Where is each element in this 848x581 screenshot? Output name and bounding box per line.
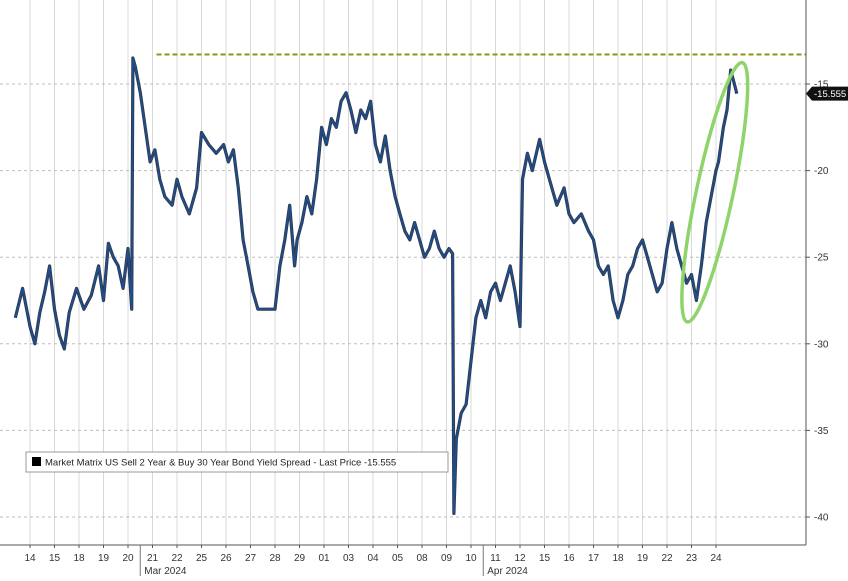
x-tick-label: 12 xyxy=(514,553,526,564)
x-tick-label: 28 xyxy=(269,553,281,564)
highlight-layer xyxy=(680,60,750,324)
month-label: Mar 2024 xyxy=(144,566,187,576)
x-tick-label: 18 xyxy=(612,553,624,564)
x-tick-label: 15 xyxy=(539,553,551,564)
x-tick-label: 22 xyxy=(171,553,183,564)
x-tick-label: 20 xyxy=(122,553,134,564)
x-tick-label: 09 xyxy=(441,553,453,564)
y-tick-label: -20 xyxy=(814,166,829,177)
series-line xyxy=(14,57,738,515)
legend-box xyxy=(25,451,449,473)
x-tick-label: 27 xyxy=(245,553,257,564)
y-tick-label: -35 xyxy=(814,426,829,437)
last-price-tag: -15.555 xyxy=(806,86,848,101)
y-tick-label: -30 xyxy=(814,339,829,350)
highlight-ellipse xyxy=(680,60,750,324)
x-tick-label: 05 xyxy=(392,553,404,564)
x-tick-label: 25 xyxy=(196,553,208,564)
x-tick-label: 01 xyxy=(318,553,330,564)
x-tick-label: 15 xyxy=(49,553,61,564)
x-tick-label: 14 xyxy=(24,553,36,564)
x-tick-label: 11 xyxy=(490,553,501,564)
legend-swatch xyxy=(32,457,41,466)
x-tick-label: 10 xyxy=(465,553,477,564)
x-tick-label: 03 xyxy=(343,553,355,564)
x-tick-label: 19 xyxy=(98,553,110,564)
series-layer xyxy=(13,56,739,516)
x-tick-label: 04 xyxy=(367,553,379,564)
month-label: Apr 2024 xyxy=(487,566,528,576)
x-tick-label: 16 xyxy=(563,553,575,564)
x-tick-label: 22 xyxy=(661,553,673,564)
x-tick-label: 08 xyxy=(416,553,428,564)
last-price-box xyxy=(806,86,848,101)
x-tick-label: 29 xyxy=(294,553,306,564)
y-tick-label: -25 xyxy=(814,253,829,264)
x-tick-label: 24 xyxy=(710,553,722,564)
legend: Market Matrix US Sell 2 Year & Buy 30 Ye… xyxy=(25,451,449,473)
x-tick-label: 17 xyxy=(588,553,600,564)
x-tick-label: 19 xyxy=(637,553,649,564)
x-tick-label: 21 xyxy=(147,553,159,564)
x-tick-label: 18 xyxy=(73,553,85,564)
y-tick-label: -40 xyxy=(814,513,829,524)
legend-label: Market Matrix US Sell 2 Year & Buy 30 Ye… xyxy=(45,458,396,469)
last-price-label: -15.555 xyxy=(814,89,846,100)
x-tick-label: 26 xyxy=(220,553,232,564)
x-tick-label: 23 xyxy=(686,553,698,564)
y-tick-label: -15 xyxy=(814,80,829,91)
